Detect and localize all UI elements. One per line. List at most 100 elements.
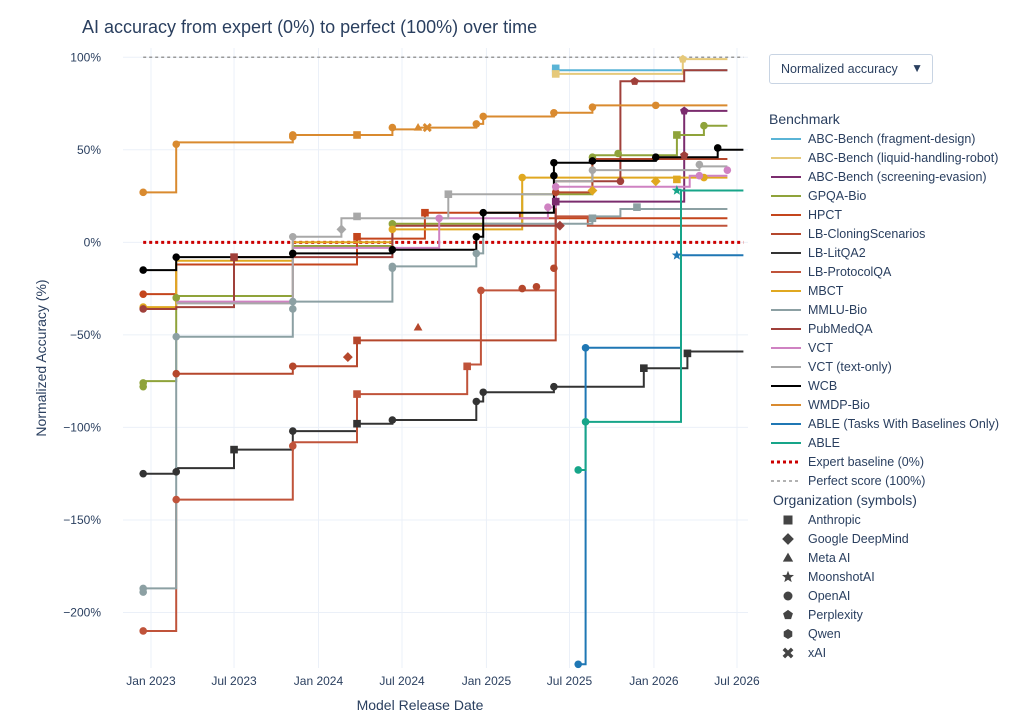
legend-item-hpct[interactable]: HPCT	[771, 208, 842, 222]
data-point-pubmedqa[interactable]	[230, 253, 238, 261]
markers-layer[interactable]	[139, 54, 732, 669]
data-point-mbct[interactable]	[518, 173, 527, 182]
data-point-lb-cloningscenarios[interactable]	[288, 362, 297, 371]
data-point-lb-protocolqa[interactable]	[463, 362, 471, 371]
data-point-wcb[interactable]	[288, 249, 297, 258]
legend-item-able-tasks-with-baselines-only[interactable]: ABLE (Tasks With Baselines Only)	[771, 417, 999, 431]
data-point-mmlu-bio[interactable]	[288, 305, 297, 313]
data-point-vct-text-only[interactable]	[288, 232, 297, 241]
data-point-wcb[interactable]	[651, 153, 660, 161]
legend-item-wcb[interactable]: WCB	[771, 379, 837, 393]
hexagon-icon[interactable]	[783, 629, 793, 639]
data-point-pubmedqa[interactable]	[630, 76, 639, 85]
data-point-able[interactable]	[671, 185, 682, 195]
data-point-lb-cloningscenarios[interactable]	[353, 336, 361, 345]
data-point-mbct[interactable]	[673, 175, 681, 184]
data-point-able-tasks-with-baselines-only[interactable]	[581, 344, 590, 352]
data-point-abc-bench-screening-evasion[interactable]	[551, 197, 560, 206]
data-point-mbct[interactable]	[587, 185, 598, 196]
data-point-lb-litqa2[interactable]	[288, 427, 297, 435]
data-point-lb-litqa2[interactable]	[353, 419, 361, 428]
data-point-lb-litqa2[interactable]	[388, 416, 397, 424]
data-point-gpqa-bio[interactable]	[388, 220, 397, 228]
data-point-abc-bench-screening-evasion[interactable]	[680, 106, 689, 115]
data-point-lb-litqa2[interactable]	[640, 364, 648, 372]
data-point-wmdp-bio[interactable]	[550, 108, 558, 117]
data-point-wcb[interactable]	[139, 266, 147, 274]
data-point-mmlu-bio[interactable]	[588, 214, 597, 223]
legend-item-vct[interactable]: VCT	[771, 341, 833, 355]
data-point-wmdp-bio[interactable]	[588, 103, 597, 112]
series-line-able[interactable]	[578, 189, 744, 471]
data-point-able-tasks-with-baselines-only[interactable]	[671, 249, 682, 260]
data-point-vct-text-only[interactable]	[695, 160, 704, 169]
data-point-vct[interactable]	[544, 203, 552, 211]
series-line-mmlu-bio[interactable]	[143, 208, 728, 590]
data-point-mmlu-bio[interactable]	[472, 249, 481, 258]
data-point-vct-text-only[interactable]	[336, 224, 347, 235]
data-point-mmlu-bio[interactable]	[139, 588, 147, 596]
legend-item-abc-bench-fragment-design[interactable]: ABC-Bench (fragment-design)	[771, 132, 975, 146]
data-point-wcb[interactable]	[479, 208, 488, 217]
data-point-mmlu-bio[interactable]	[288, 297, 297, 306]
data-point-mmlu-bio[interactable]	[633, 203, 641, 211]
data-point-able-tasks-with-baselines-only[interactable]	[574, 660, 583, 669]
data-point-wcb[interactable]	[588, 157, 597, 165]
data-point-wmdp-bio[interactable]	[288, 133, 297, 141]
data-point-lb-litqa2[interactable]	[479, 388, 488, 397]
data-point-hpct[interactable]	[421, 208, 429, 217]
data-point-lb-litqa2[interactable]	[550, 382, 558, 391]
data-point-lb-cloningscenarios[interactable]	[551, 188, 560, 197]
data-point-wcb[interactable]	[472, 232, 481, 241]
data-point-pubmedqa[interactable]	[139, 305, 147, 313]
data-point-mmlu-bio[interactable]	[172, 332, 181, 341]
legend[interactable]: ABC-Bench (fragment-design) ABC-Bench (li…	[771, 132, 999, 488]
circle-icon[interactable]	[783, 591, 793, 601]
data-point-vct-text-only[interactable]	[444, 190, 453, 199]
series-line-able-tasks-with-baselines-only[interactable]	[578, 254, 744, 666]
data-point-wmdp-bio[interactable]	[472, 120, 481, 128]
data-point-wmdp-bio[interactable]	[139, 188, 147, 197]
data-point-lb-cloningscenarios[interactable]	[532, 282, 541, 291]
series-line-lb-protocolqa[interactable]	[143, 215, 728, 632]
data-point-lb-protocolqa[interactable]	[172, 495, 181, 504]
data-point-lb-cloningscenarios[interactable]	[413, 322, 423, 331]
data-point-gpqa-bio[interactable]	[172, 294, 181, 302]
legend-item-vct-text-only[interactable]: VCT (text-only)	[771, 360, 892, 374]
legend-item-lb-cloningscenarios[interactable]: LB-CloningScenarios	[771, 227, 925, 241]
data-point-wmdp-bio[interactable]	[413, 123, 423, 131]
data-point-lb-litqa2[interactable]	[683, 349, 692, 358]
data-point-wmdp-bio[interactable]	[422, 123, 432, 133]
data-point-wmdp-bio[interactable]	[388, 123, 397, 132]
data-point-vct[interactable]	[695, 171, 704, 180]
data-point-gpqa-bio[interactable]	[614, 149, 622, 158]
data-point-vct[interactable]	[435, 214, 443, 223]
data-point-lb-cloningscenarios[interactable]	[172, 369, 181, 378]
data-point-wcb[interactable]	[713, 144, 722, 152]
star-icon[interactable]	[782, 570, 794, 583]
data-point-wmdp-bio[interactable]	[479, 112, 488, 121]
data-point-mmlu-bio[interactable]	[388, 264, 397, 273]
data-point-lb-protocolqa[interactable]	[353, 390, 361, 398]
legend-item-expert-baseline-0[interactable]: Expert baseline (0%)	[771, 455, 924, 469]
data-point-wcb[interactable]	[172, 253, 181, 261]
pentagon-icon[interactable]	[783, 609, 793, 620]
data-point-gpqa-bio[interactable]	[673, 131, 681, 139]
data-point-gpqa-bio[interactable]	[139, 382, 147, 391]
data-point-wcb[interactable]	[388, 245, 397, 254]
series-line-lb-litqa2[interactable]	[143, 350, 744, 475]
metric-dropdown[interactable]: Normalized accuracy ▼	[769, 54, 933, 84]
data-point-lb-protocolqa[interactable]	[139, 627, 147, 635]
data-point-lb-litqa2[interactable]	[139, 469, 147, 478]
series-line-pubmedqa[interactable]	[143, 69, 728, 310]
data-point-vct[interactable]	[723, 166, 732, 174]
data-point-pubmedqa[interactable]	[616, 177, 625, 186]
data-point-lb-protocolqa[interactable]	[477, 286, 485, 295]
series-line-vct-text-only[interactable]	[176, 165, 728, 305]
data-point-abc-bench-liquid-handling-robot[interactable]	[678, 54, 687, 63]
data-point-wcb[interactable]	[550, 158, 558, 167]
series-line-mbct[interactable]	[143, 176, 728, 309]
data-point-lb-cloningscenarios[interactable]	[518, 284, 527, 293]
data-point-lb-protocolqa[interactable]	[288, 442, 297, 450]
legend-item-pubmedqa[interactable]: PubMedQA	[771, 322, 873, 336]
